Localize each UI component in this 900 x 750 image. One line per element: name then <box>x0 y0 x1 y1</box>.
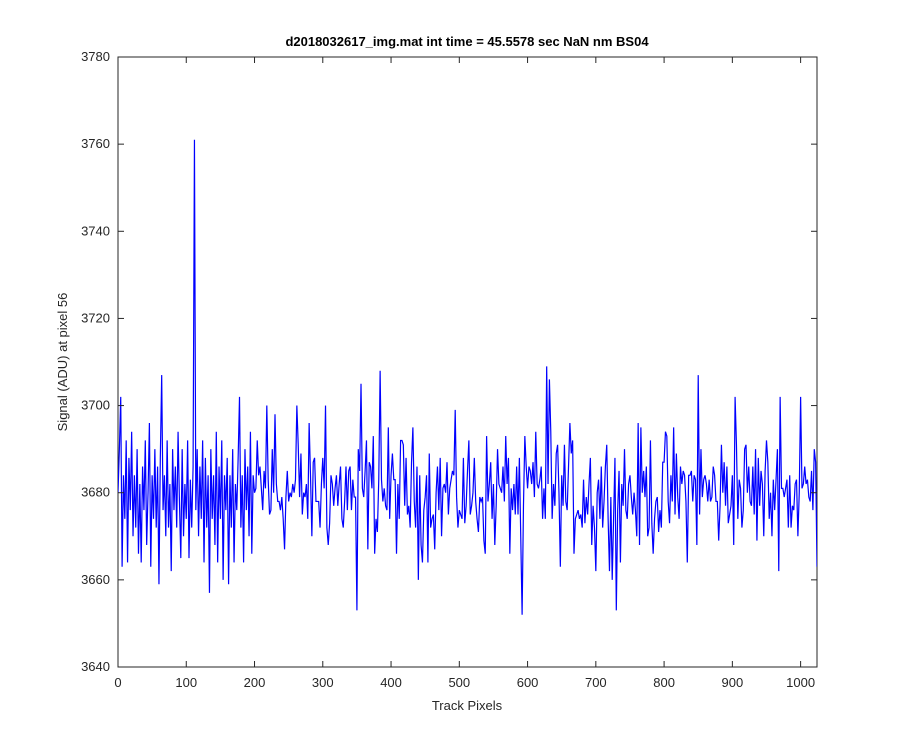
y-tick-label: 3700 <box>81 398 110 413</box>
y-tick-label: 3640 <box>81 659 110 674</box>
x-tick-label: 800 <box>653 675 675 690</box>
y-axis-label: Signal (ADU) at pixel 56 <box>55 293 70 432</box>
y-tick-label: 3780 <box>81 49 110 64</box>
x-tick-label: 0 <box>114 675 121 690</box>
y-tick-label: 3760 <box>81 136 110 151</box>
x-tick-label: 500 <box>448 675 470 690</box>
x-tick-label: 300 <box>312 675 334 690</box>
x-tick-label: 1000 <box>786 675 815 690</box>
y-tick-label: 3660 <box>81 572 110 587</box>
x-tick-label: 200 <box>244 675 266 690</box>
axes-box <box>117 56 818 668</box>
y-tick-label: 3720 <box>81 310 110 325</box>
plot-area <box>117 56 818 668</box>
axis-ticks: 0 100 200 300 400 500 600 700 800 900 1000 3640 3660… <box>81 49 817 690</box>
y-tick-label: 3740 <box>81 223 110 238</box>
x-tick-label: 700 <box>585 675 607 690</box>
signal-series-line <box>118 139 817 615</box>
x-tick-label: 900 <box>722 675 744 690</box>
x-axis-label: Track Pixels <box>432 698 503 713</box>
x-tick-label: 400 <box>380 675 402 690</box>
x-tick-label: 100 <box>175 675 197 690</box>
y-tick-label: 3680 <box>81 485 110 500</box>
chart-title: d2018032617_img.mat int time = 45.5578 s… <box>285 34 649 49</box>
x-tick-label: 600 <box>517 675 539 690</box>
